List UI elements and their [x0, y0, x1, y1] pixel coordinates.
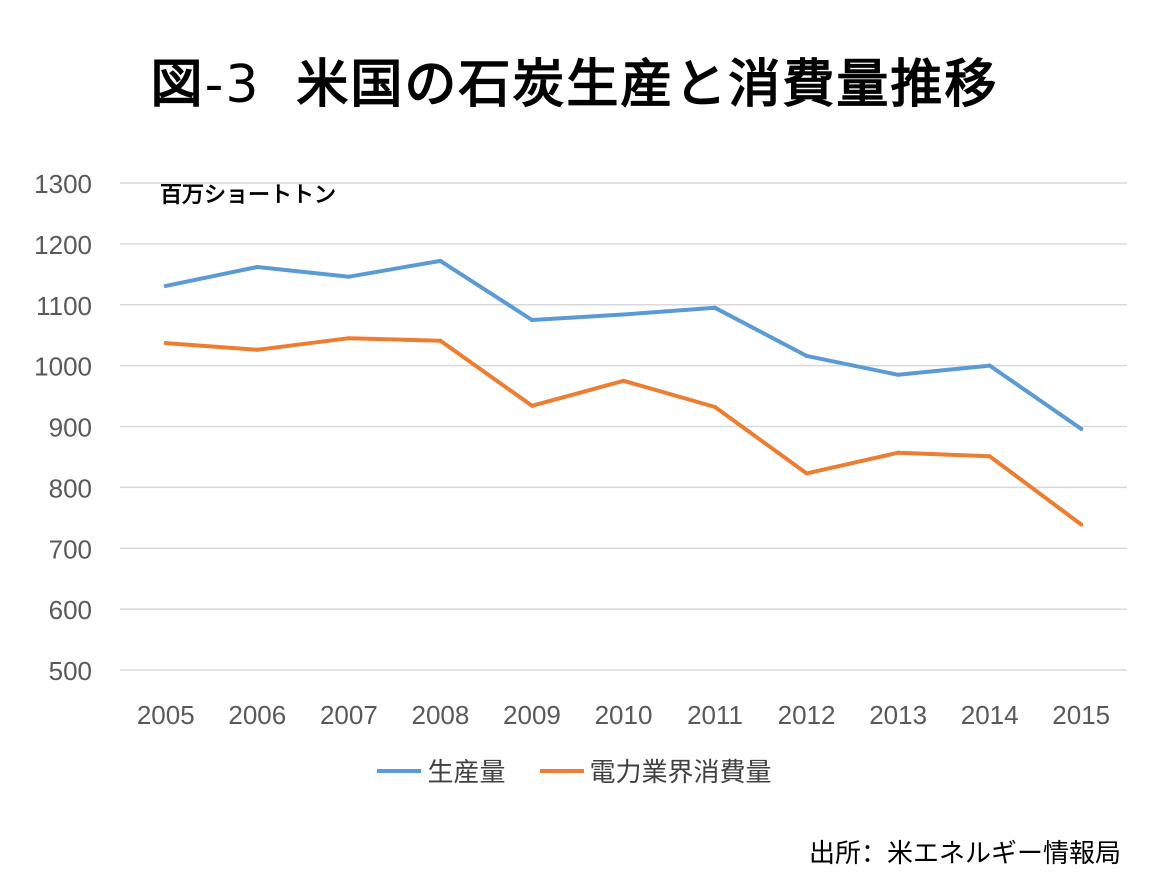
y-tick-label: 900 [49, 413, 92, 443]
data-point [896, 450, 901, 455]
source-note: 出所：米エネルギー情報局 [808, 839, 1121, 869]
legend-label-production: 生産量 [427, 758, 506, 788]
data-point [163, 283, 168, 288]
y-tick-label: 500 [49, 656, 92, 686]
x-tick-label: 2013 [869, 700, 927, 730]
legend-swatch-consumption [539, 768, 584, 773]
data-point [621, 378, 626, 383]
legend-label-consumption: 電力業界消費量 [589, 758, 772, 788]
legend-item-consumption: 電力業界消費量 [539, 752, 772, 789]
data-point [713, 305, 718, 310]
legend-swatch-production [377, 768, 422, 773]
y-tick-label: 1000 [34, 352, 92, 382]
chart-title: 図-3 米国の石炭生産と消費量推移 [0, 42, 1149, 117]
data-point [713, 405, 718, 410]
data-point [438, 258, 443, 263]
legend-item-production: 生産量 [377, 752, 506, 789]
x-tick-label: 2007 [320, 700, 378, 730]
y-tick-label: 1200 [34, 230, 92, 260]
data-point [804, 471, 809, 476]
chart-legend: 生産量 電力業界消費量 [0, 752, 1149, 789]
data-point [804, 353, 809, 358]
title-prefix: 図 [150, 55, 205, 115]
y-tick-label: 800 [49, 473, 92, 503]
x-tick-label: 2012 [778, 700, 836, 730]
data-point [255, 265, 260, 270]
data-point [1079, 522, 1084, 527]
y-tick-label: 700 [49, 534, 92, 564]
data-point [255, 347, 260, 352]
x-tick-label: 2015 [1052, 700, 1110, 730]
y-tick-label: 600 [49, 595, 92, 625]
title-main: 米国の石炭生産と消費量推移 [296, 55, 999, 115]
x-tick-label: 2011 [687, 700, 743, 730]
x-tick-label: 2009 [503, 700, 561, 730]
title-number: -3 [204, 55, 261, 115]
data-point [163, 341, 168, 346]
data-point [346, 336, 351, 341]
data-point [346, 274, 351, 279]
data-point [529, 403, 534, 408]
data-point [621, 312, 626, 317]
y-tick-label: 1100 [36, 291, 92, 321]
x-tick-label: 2014 [961, 700, 1019, 730]
x-tick-label: 2010 [595, 700, 653, 730]
y-axis-unit-label: 百万ショートトン [160, 183, 337, 208]
data-point [1079, 426, 1084, 431]
y-tick-label: 1300 [34, 169, 92, 199]
data-point [896, 372, 901, 377]
data-point [529, 317, 534, 322]
x-tick-label: 2005 [137, 700, 195, 730]
data-point [438, 338, 443, 343]
data-point [987, 363, 992, 368]
x-tick-label: 2008 [411, 700, 469, 730]
data-point [987, 454, 992, 459]
x-tick-label: 2006 [228, 700, 286, 730]
